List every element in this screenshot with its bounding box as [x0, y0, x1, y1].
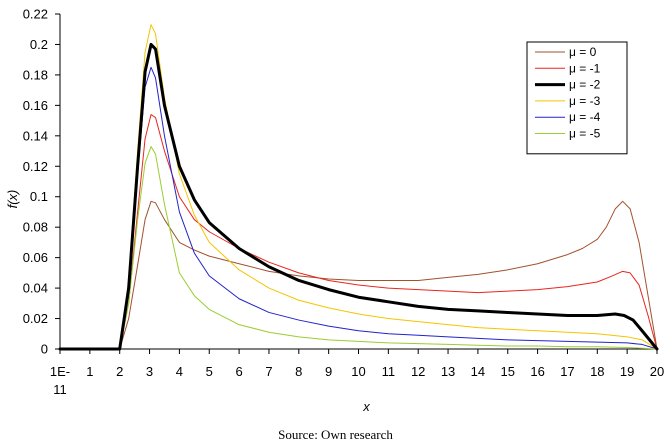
x-tick-label: 12 — [411, 364, 425, 379]
y-tick-label: 0.18 — [23, 67, 48, 82]
x-tick-label: 10 — [351, 364, 365, 379]
x-tick-label: 1E- — [50, 364, 70, 379]
x-tick-label-continuation: 11 — [53, 382, 67, 397]
y-tick-label: 0.06 — [23, 250, 48, 265]
legend-label-3: μ = -3 — [569, 94, 601, 108]
x-tick-label: 5 — [206, 364, 213, 379]
x-tick-label: 9 — [325, 364, 332, 379]
x-tick-label: 15 — [501, 364, 515, 379]
y-tick-label: 0.14 — [23, 128, 48, 143]
axes: 0 0.02 0.04 0.06 0.08 0.1 0.12 0.14 0.16 0.18 0.2 0… — [5, 7, 664, 415]
legend-label-4: μ = -4 — [569, 110, 601, 124]
legend-label-1: μ = -1 — [569, 61, 601, 75]
y-tick-label: 0 — [41, 342, 48, 357]
legend-box — [526, 41, 628, 155]
y-tick-label: 0.02 — [23, 311, 48, 326]
x-tick-label: 4 — [176, 364, 183, 379]
x-tick-label: 20 — [650, 364, 664, 379]
y-tick-label: 0.12 — [23, 159, 48, 174]
x-tick-label: 13 — [441, 364, 455, 379]
y-axis-title: f(x) — [5, 190, 20, 209]
series-line-0 — [59, 200, 658, 350]
x-tick-label: 1 — [86, 364, 93, 379]
x-tick-label: 7 — [265, 364, 272, 379]
series-line-2 — [58, 42, 659, 351]
x-tick-label: 16 — [530, 364, 544, 379]
x-tick-label: 19 — [620, 364, 634, 379]
y-tick-label: 0.2 — [30, 37, 48, 52]
x-tick-label: 3 — [146, 364, 153, 379]
x-tick-label: 18 — [590, 364, 604, 379]
series-line-4 — [59, 66, 658, 350]
legend-label-0: μ = 0 — [569, 45, 597, 59]
x-tick-label: 8 — [295, 364, 302, 379]
source-caption: Source: Own research — [278, 427, 393, 442]
y-tick-label: 0.16 — [23, 98, 48, 113]
legend-label-2: μ = -2 — [569, 78, 601, 92]
y-tick-label: 0.08 — [23, 220, 48, 235]
series-line-1 — [59, 114, 658, 350]
x-tick-label: 2 — [116, 364, 123, 379]
y-tick-label: 0.22 — [23, 7, 48, 22]
x-axis-title: x — [362, 399, 370, 414]
series-line-5 — [59, 145, 658, 350]
x-tick-label: 11 — [382, 364, 396, 379]
y-tick-label: 0.1 — [30, 189, 48, 204]
x-tick-label: 14 — [471, 364, 485, 379]
legend: μ = 0 μ = -1 μ = -2 μ = -3 μ = -4 μ = -5 — [526, 41, 628, 155]
series-line-3 — [59, 24, 658, 350]
x-tick-label: 6 — [235, 364, 242, 379]
series-layer — [58, 24, 659, 351]
y-tick-label: 0.04 — [23, 281, 48, 296]
x-tick-label: 17 — [560, 364, 574, 379]
legend-label-5: μ = -5 — [569, 127, 601, 141]
